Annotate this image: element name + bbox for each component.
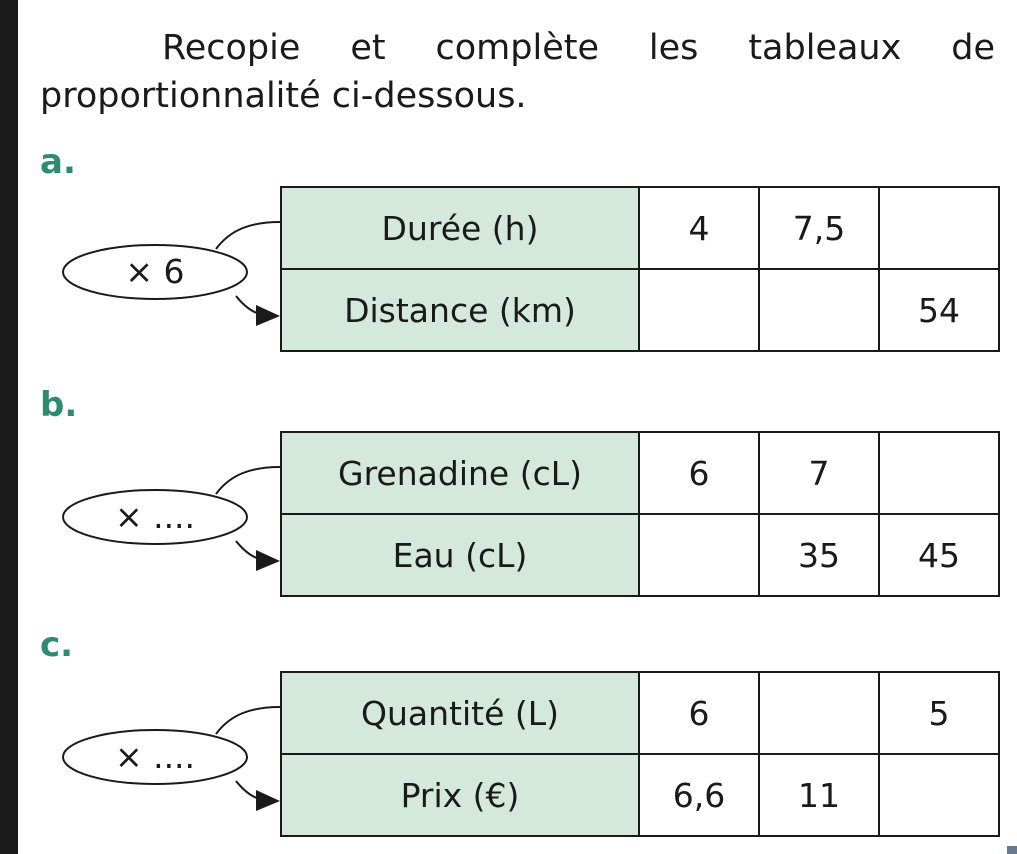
table-row: Eau (cL) 35 45 <box>280 513 1000 597</box>
operator-label-b: × .... <box>114 497 196 536</box>
table-cell <box>878 753 1000 837</box>
table-cell <box>878 186 1000 270</box>
exercise-page: Recopie et complète les tableaux de prop… <box>18 0 1017 854</box>
table-cell <box>878 431 1000 515</box>
table-cell: 6 <box>638 671 760 755</box>
table-cell <box>638 268 760 352</box>
row-header-prix: Prix (€) <box>280 753 640 837</box>
row-header-quantite: Quantité (L) <box>280 671 640 755</box>
table-cell: 45 <box>878 513 1000 597</box>
table-row: Distance (km) 54 <box>280 268 1000 352</box>
table-cell: 54 <box>878 268 1000 352</box>
exercise-letter-a: a. <box>40 142 76 182</box>
table-row: Grenadine (cL) 6 7 <box>280 431 1000 515</box>
table-cell: 4 <box>638 186 760 270</box>
proportionality-table-b: Grenadine (cL) 6 7 Eau (cL) 35 45 <box>280 431 1000 597</box>
table-cell: 6 <box>638 431 760 515</box>
table-cell: 7 <box>758 431 880 515</box>
proportionality-table-a: Durée (h) 4 7,5 Distance (km) 54 <box>280 186 1000 352</box>
row-header-eau: Eau (cL) <box>280 513 640 597</box>
row-header-duree: Durée (h) <box>280 186 640 270</box>
exercise-letter-b: b. <box>40 385 78 425</box>
table-row: Durée (h) 4 7,5 <box>280 186 1000 270</box>
row-header-distance: Distance (km) <box>280 268 640 352</box>
table-row: Prix (€) 6,6 11 <box>280 753 1000 837</box>
row-header-grenadine: Grenadine (cL) <box>280 431 640 515</box>
table-cell: 35 <box>758 513 880 597</box>
table-cell: 6,6 <box>638 753 760 837</box>
corner-mark <box>1007 846 1017 854</box>
table-row: Quantité (L) 6 5 <box>280 671 1000 755</box>
table-cell <box>758 268 880 352</box>
proportionality-table-c: Quantité (L) 6 5 Prix (€) 6,6 11 <box>280 671 1000 837</box>
operator-label-c: × .... <box>114 737 196 776</box>
operator-label-a: × 6 <box>125 252 185 291</box>
table-cell <box>758 671 880 755</box>
table-cell: 7,5 <box>758 186 880 270</box>
operator-arrow-b <box>62 466 281 571</box>
table-cell <box>638 513 760 597</box>
instruction-text: Recopie et complète les tableaux de prop… <box>40 28 995 116</box>
table-cell: 5 <box>878 671 1000 755</box>
exercise-letter-c: c. <box>40 625 74 665</box>
operator-arrow-c <box>62 706 281 811</box>
operator-arrow-a <box>62 221 281 326</box>
table-cell: 11 <box>758 753 880 837</box>
